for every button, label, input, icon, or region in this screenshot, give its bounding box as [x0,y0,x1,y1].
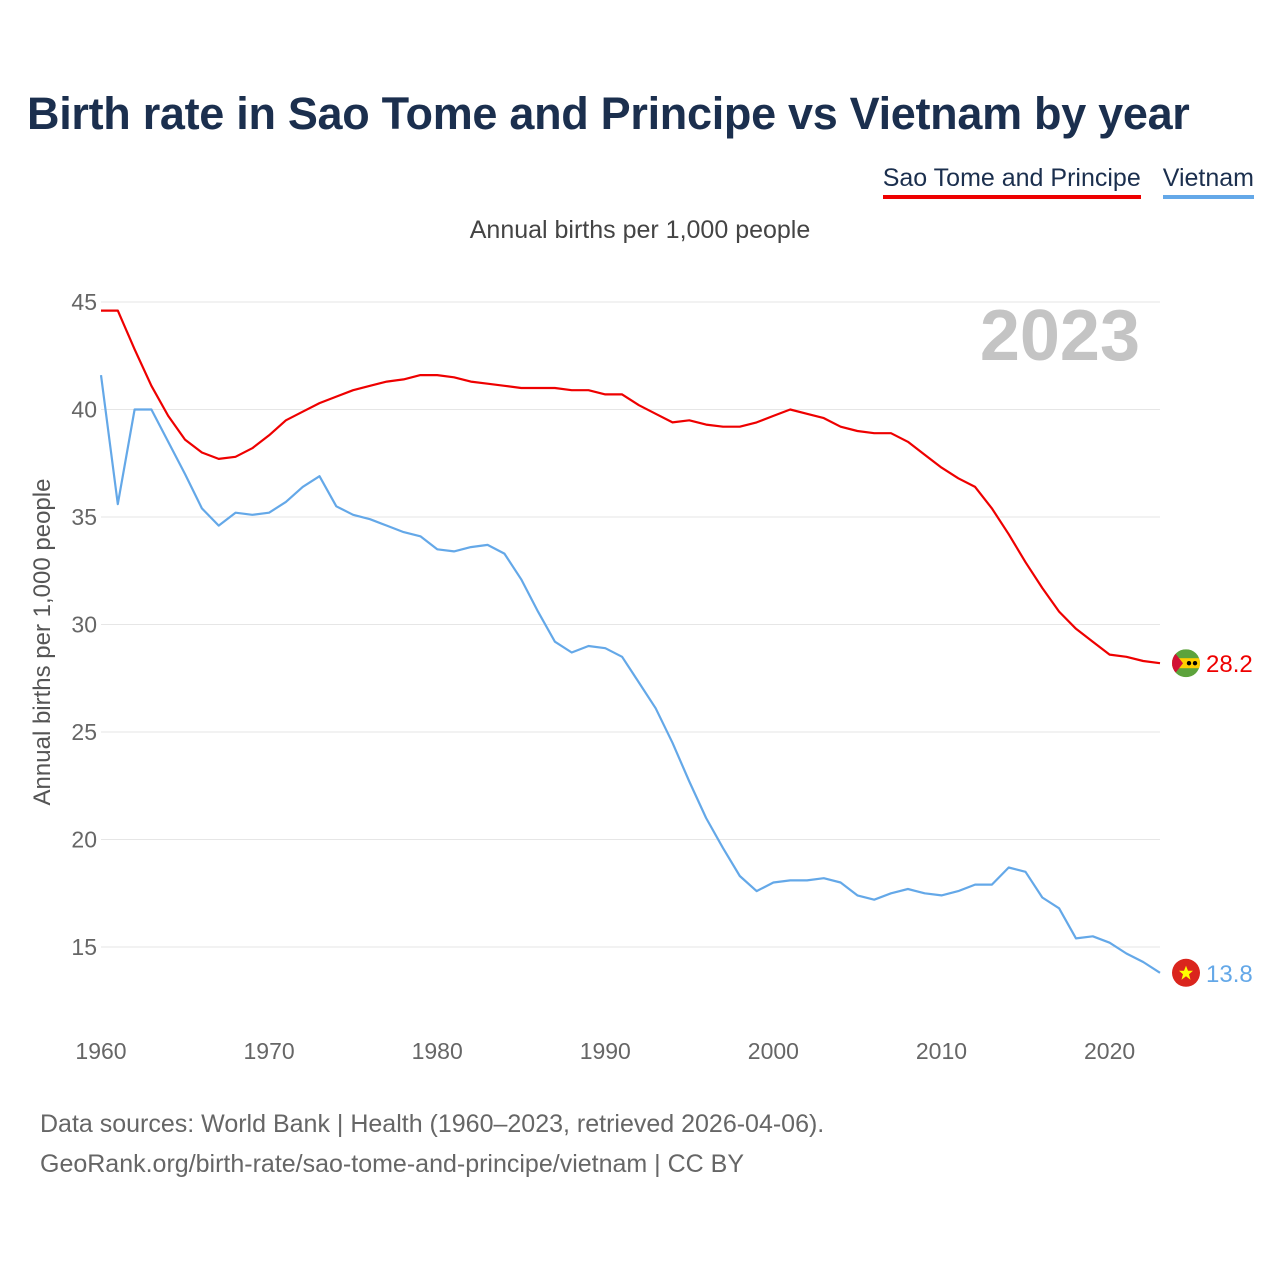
end-value-label: 28.2 [1206,651,1253,678]
end-markers: 28.2 13.8 [1172,649,1253,988]
legend-item-vietnam[interactable]: Vietnam [1162,164,1254,199]
flag-triangle [1172,649,1183,678]
legend: Sao Tome and Principe Vietnam [882,164,1254,199]
chart-title: Birth rate in Sao Tome and Principe vs V… [27,88,1190,139]
y-axis-ticks: 15 20 25 30 35 40 45 [71,289,97,960]
gridlines [101,301,1160,948]
chart-subtitle: Annual births per 1,000 people [469,216,811,244]
x-tick-label: 1960 [75,1038,126,1064]
series-line-vietnam [99,374,1161,974]
flag-star [1179,965,1193,980]
flag-body [1172,649,1200,678]
series-lines [99,309,1161,974]
sao-tome-flag-icon [1172,649,1200,678]
y-tick-label: 15 [71,934,97,960]
flag-star [1186,661,1192,666]
x-tick-label: 2000 [748,1038,799,1064]
x-axis-ticks: 1960 1970 1980 1990 2000 2010 2020 [75,1038,1135,1064]
series-line-sao-tome [101,309,1161,665]
y-tick-label: 25 [71,719,97,745]
source-url[interactable]: GeoRank.org/birth-rate/sao-tome-and-prin… [40,1150,745,1178]
y-axis-label: Annual births per 1,000 people [29,479,56,806]
y-tick-label: 35 [71,504,97,530]
vietnam-flag-icon [1172,958,1200,987]
end-value-label: 13.8 [1206,961,1253,988]
flag-yellow [1172,658,1200,669]
x-tick-label: 2010 [916,1038,967,1064]
y-tick-label: 20 [71,827,97,853]
y-tick-label: 40 [71,397,97,423]
x-tick-label: 1970 [244,1038,295,1064]
source-note: Data sources: World Bank | Health (1960–… [40,1110,825,1138]
y-tick-label: 45 [71,289,97,315]
footer: Data sources: World Bank | Health (1960–… [40,1104,824,1184]
y-tick-label: 30 [71,612,97,638]
legend-item-sao-tome[interactable]: Sao Tome and Principe [882,164,1141,199]
flag-star [1192,661,1198,666]
x-tick-label: 2020 [1084,1038,1135,1064]
year-marker: 2023 [980,296,1140,376]
x-tick-label: 1980 [412,1038,463,1064]
x-tick-label: 1990 [580,1038,631,1064]
